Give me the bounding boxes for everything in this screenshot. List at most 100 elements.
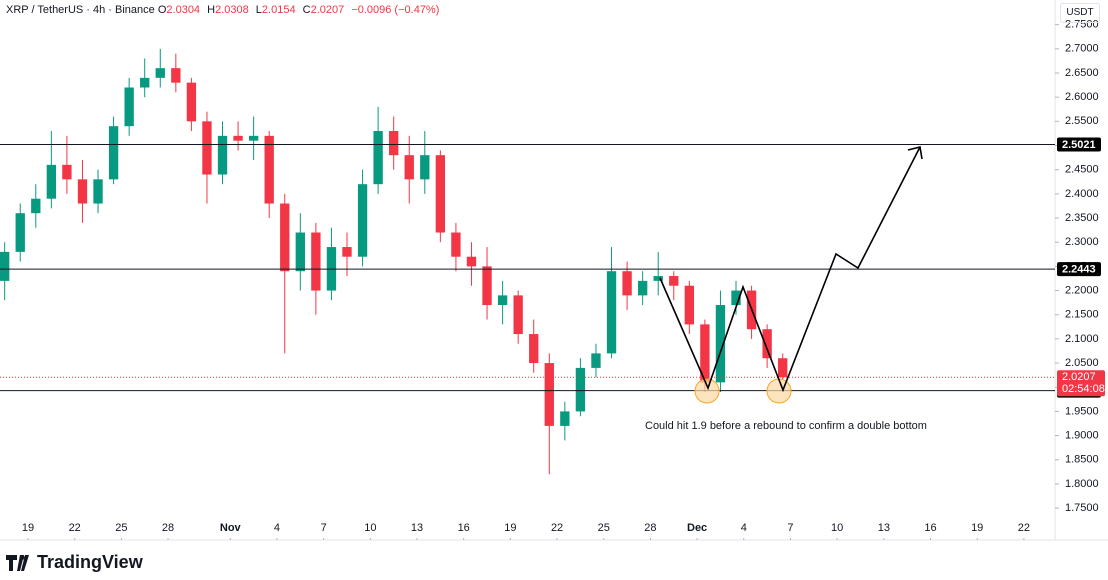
candle-body [435,155,446,233]
change: −0.0096 (−0.47%) [351,4,440,16]
candle-body [140,77,150,88]
ohlc: O2.0304 H2.0308 L2.0154 C2.0207 [158,4,348,16]
candle-body [46,164,57,199]
candle-body [233,135,243,141]
level-label-box [1057,262,1101,277]
x-tick-label: Nov [220,522,242,534]
candle-body [280,203,290,272]
field-letter: L [255,4,262,16]
annotation: Could hit 1.9 before a rebound to confir… [645,420,927,432]
highlight-circle [766,378,792,404]
candle-body [108,126,119,180]
candle-body [715,305,726,383]
y-tick-label: 2.2000 [1065,284,1099,296]
level-label-box [1057,137,1101,152]
candle-body [606,271,617,354]
x-tick-label: 19 [504,522,516,534]
logo [6,554,29,571]
candle-body [513,295,523,335]
field-value: 2.0308 [215,4,249,16]
candle-body [342,247,352,257]
candle-body [217,135,228,175]
candle-body [466,256,477,267]
arrow-head [907,146,923,160]
currency-button[interactable]: USDT [1060,3,1100,23]
x-tick-label: 10 [364,522,376,534]
candle-body [77,179,88,204]
y-tick-label: 2.4000 [1065,188,1099,200]
x-tick-label: 7 [787,522,793,534]
x-tick-label: 16 [458,522,470,534]
last-price-label: 2.0207 [1062,371,1096,383]
symbol-header: XRP / TetherUS · 4h · Binance O2.0304 H2… [6,4,443,16]
candle-body [544,363,554,426]
projection-path [659,146,921,393]
candle-body [62,164,72,180]
branding: TradingView [6,552,143,573]
candle-body [171,68,181,83]
candle-body [31,198,41,214]
y-tick-label: 2.7000 [1065,43,1099,55]
x-tick-label: 25 [115,522,127,534]
candle-body [700,324,710,383]
highlight-circle [694,378,720,404]
x-tick-label: 28 [644,522,656,534]
candle-body [591,353,601,368]
x-tick-label: 19 [22,522,34,534]
candle-body [248,135,259,141]
candle-body [575,367,586,412]
candle-body [762,329,772,359]
level-label: 2.5021 [1062,139,1096,151]
candle-body [778,358,788,378]
candle-body [93,179,103,204]
x-tick-label: 25 [598,522,610,534]
last-price-box [1057,370,1105,397]
field-letter: C [302,4,311,16]
brand-name: TradingView [37,552,143,572]
y-tick-label: 2.6500 [1065,67,1099,79]
x-tick-label: 28 [162,522,174,534]
candle-body [622,271,632,296]
field-letter: O [157,4,167,16]
candle-body [669,276,679,286]
candle-body [560,411,570,426]
candle-body [124,87,134,127]
x-tick-label: 22 [1018,522,1030,534]
y-tick-label: 2.3500 [1065,212,1099,224]
field-value: 2.0207 [310,4,345,16]
candle-body [684,285,694,325]
candle-body [0,251,10,281]
x-tick-label: Dec [687,522,707,534]
candle-body [186,82,197,122]
symbol: XRP / TetherUS · 4h · Binance [6,4,155,16]
y-tick-label: 2.3000 [1065,236,1099,248]
x-tick-label: 16 [924,522,936,534]
y-tick-label: 2.6000 [1065,91,1099,103]
x-tick-label: 4 [741,522,747,534]
x-tick-label: 13 [878,522,890,534]
x-tick-label: 13 [411,522,423,534]
candle-body [653,276,663,281]
plot [0,48,1055,475]
candle-body [637,280,648,296]
candle-body [482,266,492,306]
candle-body [389,131,399,156]
x-tick-label: 19 [971,522,983,534]
y-tick-label: 2.1000 [1065,333,1099,345]
y-tick-label: 1.8500 [1065,454,1099,466]
candle-body [731,290,741,306]
y-tick-label: 2.4500 [1065,164,1099,176]
candle-body [404,155,414,180]
candle-body [357,184,368,257]
y-tick-label: 2.1500 [1065,309,1099,321]
countdown-label: 02:54:08 [1062,383,1105,395]
candle-body [202,121,212,175]
candle-body [264,135,274,204]
candle-body [420,155,430,180]
x-tick-label: 4 [274,522,280,534]
y-tick-label: 1.7500 [1065,502,1099,514]
field-value: 2.0304 [166,4,201,16]
level-label: 2.2443 [1062,264,1096,276]
